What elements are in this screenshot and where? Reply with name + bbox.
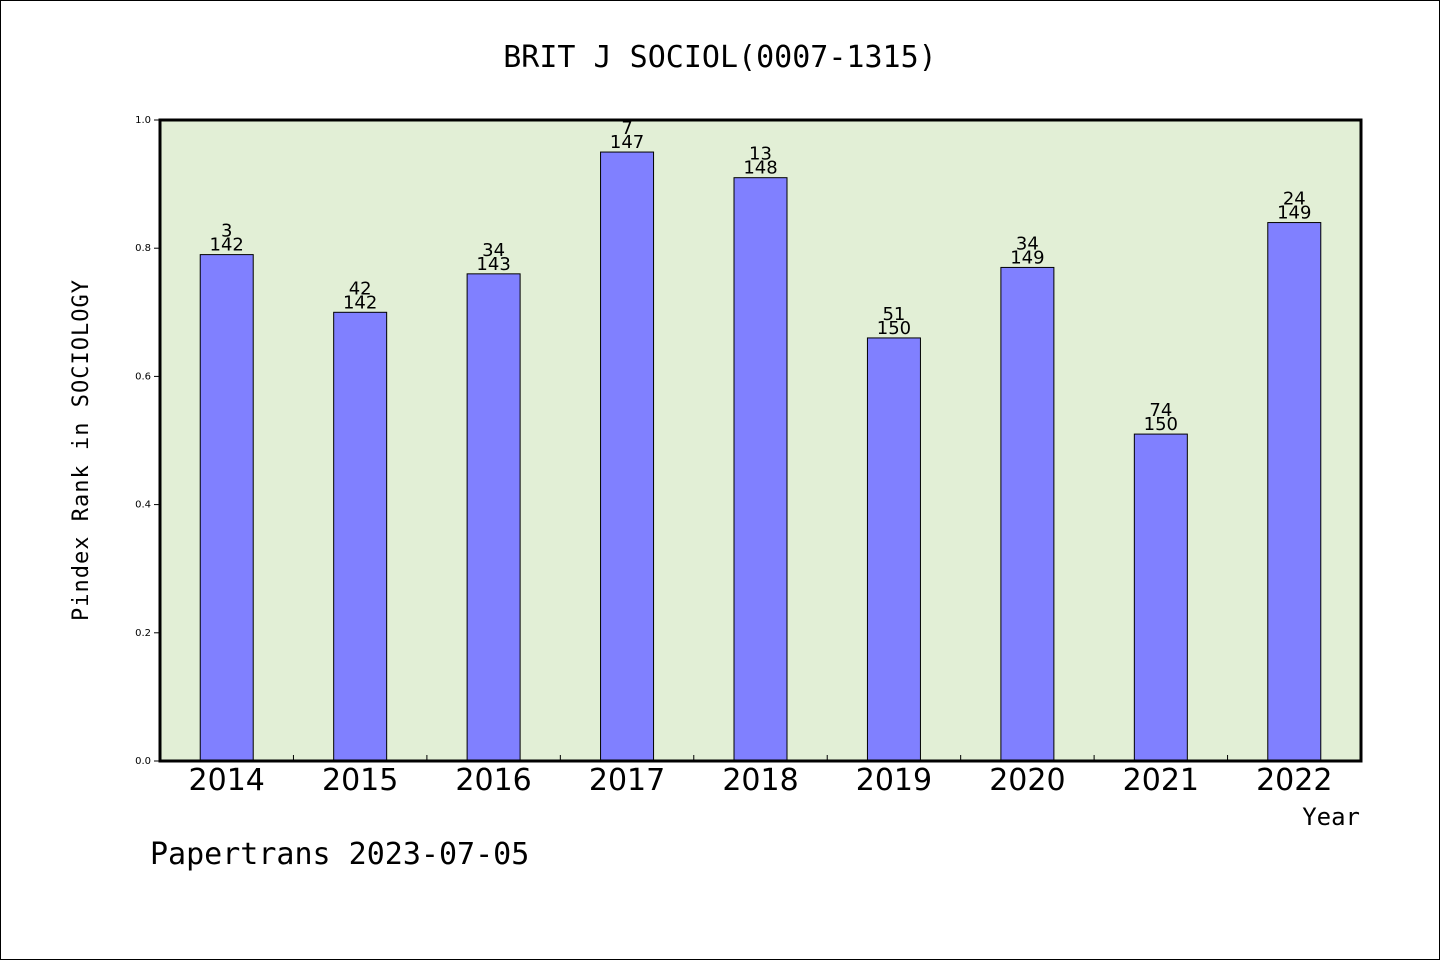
y-tick-label: 0.6	[135, 371, 151, 382]
x-tick-label-2015: 2015	[322, 763, 398, 798]
x-axis: 2014 2015 2016 2017 2018 2019 2020 2021 2022	[189, 755, 1332, 798]
total-label-2015: 142	[343, 292, 377, 313]
x-tick-label-2016: 2016	[455, 763, 531, 798]
rank-label-2016: 34	[482, 240, 505, 261]
x-tick-label-2014: 2014	[189, 763, 265, 798]
y-axis-label: Pindex Rank in SOCIOLOGY	[69, 279, 94, 621]
bar-2019	[866, 337, 921, 762]
y-tick-label: 0.0	[135, 756, 151, 767]
bar-2018	[733, 177, 788, 762]
y-axis: 0.0 0.2 0.4 0.6 0.8 1.0	[135, 115, 160, 767]
bar-2016	[466, 273, 521, 762]
bar-2015	[333, 311, 388, 762]
x-tick-label-2020: 2020	[989, 763, 1065, 798]
bar-2017	[600, 151, 655, 762]
x-tick-label-2021: 2021	[1123, 763, 1199, 798]
x-axis-label: Year	[1302, 803, 1360, 831]
x-tick-label-2019: 2019	[856, 763, 932, 798]
footer-text: Papertrans 2023-07-05	[150, 837, 529, 872]
total-label-2019: 150	[877, 318, 911, 339]
rank-label-2022: 24	[1283, 189, 1306, 210]
chart-title: BRIT J SOCIOL(0007-1315)	[503, 40, 936, 75]
x-tick-label-2018: 2018	[722, 763, 798, 798]
rank-label-2020: 34	[1016, 233, 1039, 254]
rank-label-2015: 42	[349, 278, 372, 299]
rank-label-2017: 7	[621, 118, 632, 139]
y-tick-label: 1.0	[135, 115, 151, 126]
bar-2014	[199, 254, 254, 762]
bars-layer	[199, 151, 1322, 762]
x-tick-label-2017: 2017	[589, 763, 665, 798]
total-label-2018: 148	[743, 158, 777, 179]
total-label-2020: 149	[1010, 247, 1044, 268]
plot-border	[158, 118, 1363, 763]
rank-label-2019: 51	[882, 304, 905, 325]
total-label-2014: 142	[210, 235, 244, 256]
data-labels-layer: 3142421423414371471314851150341497415024…	[210, 118, 1312, 435]
y-tick-label: 0.8	[135, 243, 151, 254]
y-tick-label: 0.4	[135, 500, 151, 511]
total-label-2021: 150	[1144, 414, 1178, 435]
rank-label-2018: 13	[749, 144, 772, 165]
bar-2021	[1133, 433, 1188, 762]
total-label-2016: 143	[476, 254, 510, 275]
rank-label-2021: 74	[1149, 400, 1172, 421]
total-label-2022: 149	[1277, 203, 1311, 224]
rank-label-2014: 3	[221, 221, 232, 242]
y-tick-label: 0.2	[135, 628, 151, 639]
bar-2020	[1000, 266, 1055, 762]
bar-2022	[1267, 222, 1322, 762]
x-tick-label-2022: 2022	[1256, 763, 1332, 798]
total-label-2017: 147	[610, 132, 644, 153]
